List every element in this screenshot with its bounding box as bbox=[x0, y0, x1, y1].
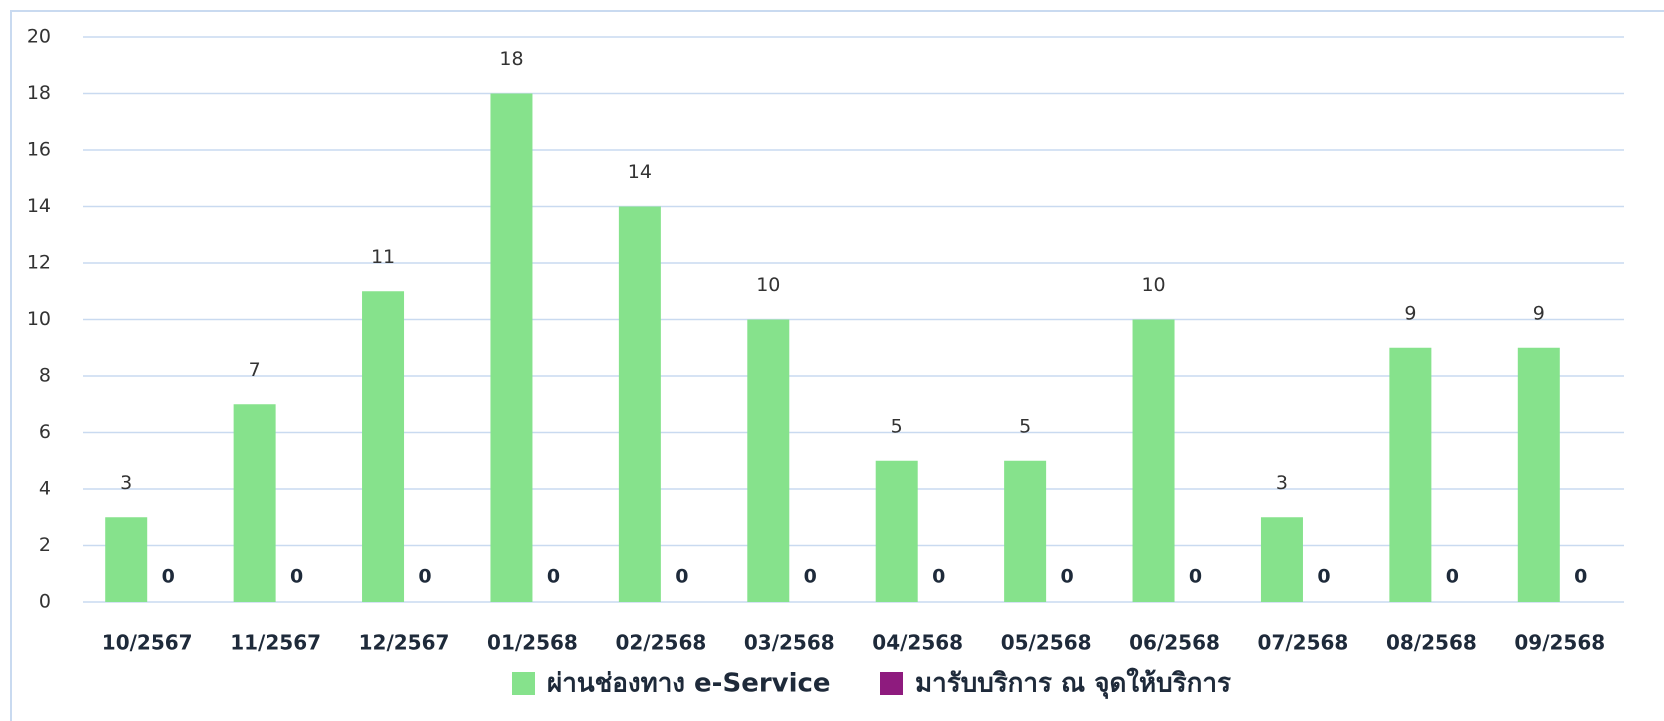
x-tick-label: 12/2567 bbox=[359, 631, 450, 655]
y-tick-label: 16 bbox=[27, 139, 51, 161]
data-label: 0 bbox=[290, 566, 303, 588]
y-tick-label: 14 bbox=[27, 195, 51, 217]
data-label: 3 bbox=[120, 472, 132, 494]
data-label: 0 bbox=[1446, 566, 1459, 588]
data-label: 9 bbox=[1533, 302, 1545, 324]
x-tick-label: 02/2568 bbox=[615, 631, 706, 655]
bar bbox=[1004, 460, 1047, 602]
x-tick-label: 07/2568 bbox=[1258, 631, 1349, 655]
bar bbox=[618, 206, 661, 602]
data-label: 0 bbox=[1061, 566, 1074, 588]
y-tick-label: 8 bbox=[39, 365, 51, 387]
data-label: 11 bbox=[371, 246, 395, 268]
x-tick-label: 10/2567 bbox=[102, 631, 193, 655]
bar bbox=[747, 319, 790, 602]
data-label: 0 bbox=[1574, 566, 1587, 588]
y-tick-label: 20 bbox=[27, 26, 51, 48]
y-tick-label: 4 bbox=[39, 478, 51, 500]
bar bbox=[362, 291, 405, 602]
bar bbox=[105, 517, 148, 602]
data-label: 0 bbox=[162, 566, 175, 588]
x-tick-label: 09/2568 bbox=[1514, 631, 1605, 655]
data-label: 5 bbox=[891, 415, 903, 437]
data-label: 0 bbox=[932, 566, 945, 588]
bar bbox=[233, 404, 276, 602]
y-tick-label: 2 bbox=[39, 534, 51, 556]
y-tick-label: 18 bbox=[27, 82, 51, 104]
data-label: 0 bbox=[1317, 566, 1330, 588]
data-label: 3 bbox=[1276, 472, 1288, 494]
data-label: 0 bbox=[675, 566, 688, 588]
x-tick-label: 08/2568 bbox=[1386, 631, 1477, 655]
y-tick-label: 6 bbox=[39, 421, 51, 443]
data-label: 0 bbox=[547, 566, 560, 588]
data-label: 0 bbox=[804, 566, 817, 588]
bar bbox=[490, 93, 533, 602]
x-tick-label: 03/2568 bbox=[744, 631, 835, 655]
legend-swatch bbox=[880, 672, 903, 695]
data-label: 5 bbox=[1019, 415, 1031, 437]
data-label: 18 bbox=[499, 48, 523, 70]
legend-label: ผ่านช่องทาง e-Service bbox=[547, 669, 831, 699]
bar bbox=[1260, 517, 1303, 602]
bar bbox=[1389, 347, 1432, 602]
chart-frame bbox=[10, 10, 1664, 721]
x-tick-label: 06/2568 bbox=[1129, 631, 1220, 655]
bar bbox=[1517, 347, 1560, 602]
y-tick-label: 10 bbox=[27, 308, 51, 330]
x-tick-label: 01/2568 bbox=[487, 631, 578, 655]
data-label: 10 bbox=[756, 274, 780, 296]
data-label: 10 bbox=[1141, 274, 1165, 296]
legend-label: มารับบริการ ณ จุดให้บริการ bbox=[915, 668, 1231, 700]
data-label: 7 bbox=[249, 359, 261, 381]
legend-swatch bbox=[512, 672, 535, 695]
data-label: 9 bbox=[1404, 302, 1416, 324]
y-tick-label: 0 bbox=[39, 591, 51, 613]
data-label: 0 bbox=[418, 566, 431, 588]
x-tick-label: 04/2568 bbox=[872, 631, 963, 655]
data-label: 14 bbox=[628, 161, 652, 183]
x-tick-label: 05/2568 bbox=[1001, 631, 1092, 655]
data-label: 0 bbox=[1189, 566, 1202, 588]
bar bbox=[875, 460, 918, 602]
x-tick-label: 11/2567 bbox=[230, 631, 321, 655]
bar bbox=[1132, 319, 1175, 602]
y-tick-label: 12 bbox=[27, 252, 51, 274]
